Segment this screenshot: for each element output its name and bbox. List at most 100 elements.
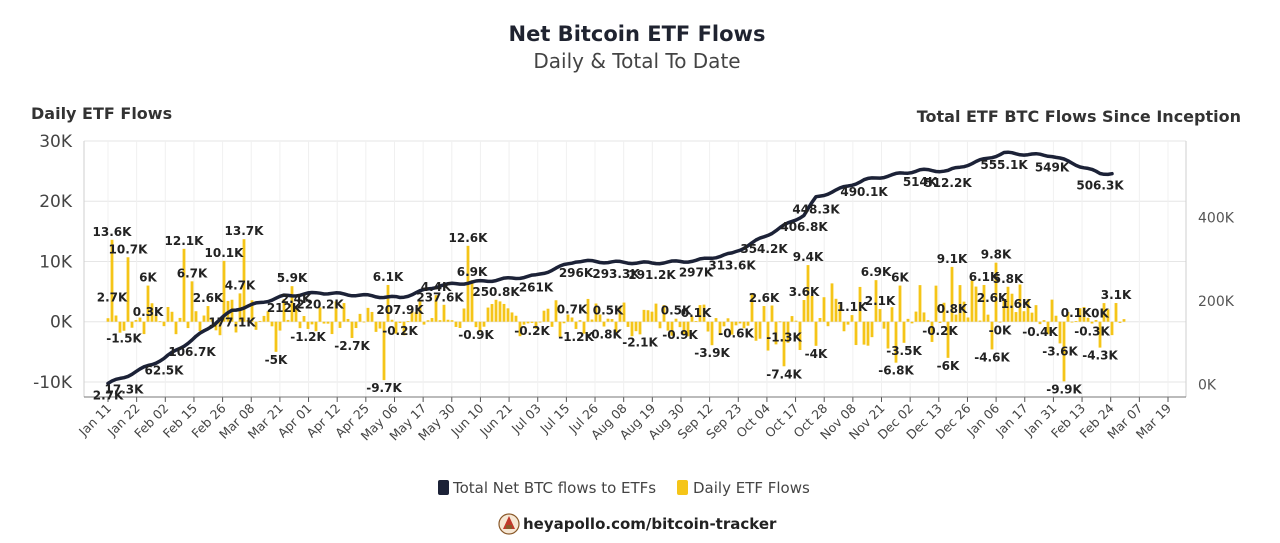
daily-bar <box>562 321 566 324</box>
daily-bar <box>414 312 418 322</box>
daily-bar <box>214 321 218 331</box>
daily-bar <box>606 318 610 322</box>
x-tick-label: Jan 06 <box>963 400 1002 439</box>
total-flow-label: 354.2K <box>740 242 788 256</box>
daily-bar <box>766 321 770 351</box>
daily-bar <box>306 321 310 329</box>
daily-bar <box>918 285 922 322</box>
legend-swatch-total <box>438 480 449 495</box>
daily-flow-label: 9.1K <box>937 252 968 266</box>
daily-bar <box>958 285 962 322</box>
daily-bar <box>378 321 382 329</box>
daily-bar <box>1042 320 1046 322</box>
daily-bar <box>474 321 478 328</box>
daily-bar <box>1034 305 1038 322</box>
daily-flow-label: -1.3K <box>766 331 802 345</box>
daily-bar <box>458 321 462 329</box>
daily-bar <box>1082 306 1086 322</box>
daily-bar <box>410 310 414 322</box>
daily-bar <box>354 321 358 329</box>
daily-bar <box>338 321 342 328</box>
daily-bar <box>290 286 294 322</box>
total-flow-label: 448.3K <box>792 203 840 217</box>
daily-bar <box>694 321 698 322</box>
daily-bar <box>530 321 534 323</box>
daily-bar <box>850 315 854 322</box>
daily-bar <box>902 321 906 343</box>
daily-bar <box>134 320 138 322</box>
daily-flow-label: -4K <box>805 347 828 361</box>
daily-flow-label: 4.7K <box>225 278 256 292</box>
daily-bar <box>862 321 866 345</box>
daily-flow-label: 6.1K <box>969 270 1000 284</box>
daily-bar <box>954 314 958 322</box>
daily-bar <box>394 321 398 334</box>
chart-subtitle: Daily & Total To Date <box>533 49 740 73</box>
daily-bar <box>194 311 198 322</box>
daily-bar <box>978 320 982 322</box>
daily-flow-label: 10.7K <box>109 242 149 256</box>
daily-bar <box>438 320 442 322</box>
daily-flow-label: -0.9K <box>458 328 494 342</box>
daily-bar <box>910 321 914 324</box>
daily-bar <box>182 248 186 322</box>
daily-bar <box>310 321 314 325</box>
daily-bar <box>650 311 654 322</box>
daily-bar <box>770 305 774 322</box>
daily-bar <box>942 302 946 322</box>
daily-bar <box>622 302 626 322</box>
total-flow-label: 62.5K <box>145 363 185 377</box>
daily-bar <box>498 301 502 322</box>
daily-bar <box>826 321 830 327</box>
daily-bar <box>1118 321 1122 323</box>
daily-flow-label: 12.6K <box>449 231 489 245</box>
daily-flow-label: -7.4K <box>766 367 802 381</box>
daily-flow-label: 1.6K <box>1001 297 1032 311</box>
daily-bar <box>618 306 622 322</box>
total-flow-label: 17.3K <box>105 382 145 396</box>
daily-bar <box>886 321 890 349</box>
daily-bar <box>570 317 574 322</box>
daily-bar <box>550 321 554 327</box>
daily-bar <box>382 321 386 381</box>
daily-flow-label: 6.9K <box>861 265 892 279</box>
daily-bar <box>146 285 150 322</box>
daily-bar <box>282 299 286 322</box>
y-right-tick-label: 200K <box>1198 294 1235 310</box>
y-right-title: Total ETF BTC Flows Since Inception <box>917 107 1241 126</box>
x-tick-label: Jun 10 <box>447 400 486 439</box>
daily-bar <box>842 321 846 332</box>
daily-bar <box>398 321 402 323</box>
daily-bar <box>1054 315 1058 322</box>
total-flow-label: 220.2K <box>296 298 344 312</box>
daily-bar <box>1078 308 1082 322</box>
daily-bar <box>522 321 526 325</box>
daily-flow-label: 13.7K <box>225 224 265 238</box>
daily-flow-label: 6K <box>139 271 157 285</box>
daily-bar <box>502 303 506 322</box>
source-link[interactable]: heyapollo.com/bitcoin-tracker <box>523 515 777 533</box>
daily-bar <box>154 314 158 322</box>
total-flow-label: 555.1K <box>980 158 1028 172</box>
total-flow-label: 512.2K <box>924 176 972 190</box>
daily-bar <box>578 320 582 322</box>
daily-bar <box>1014 312 1018 322</box>
footer: heyapollo.com/bitcoin-tracker <box>498 513 777 535</box>
daily-bar <box>982 284 986 322</box>
daily-bar <box>358 313 362 322</box>
daily-flow-label: 5.9K <box>277 271 308 285</box>
daily-bar <box>242 239 246 322</box>
daily-bar <box>402 321 406 336</box>
daily-flow-label: 6.9K <box>457 265 488 279</box>
daily-bar <box>326 321 330 324</box>
daily-bar <box>1058 321 1062 344</box>
daily-bar <box>990 321 994 350</box>
daily-bar <box>542 310 546 322</box>
daily-bar <box>630 321 634 337</box>
daily-flow-label: 9.8K <box>981 248 1012 262</box>
daily-bar <box>262 315 266 322</box>
daily-bar <box>914 311 918 322</box>
daily-bar <box>138 317 142 322</box>
daily-bar <box>686 321 690 337</box>
